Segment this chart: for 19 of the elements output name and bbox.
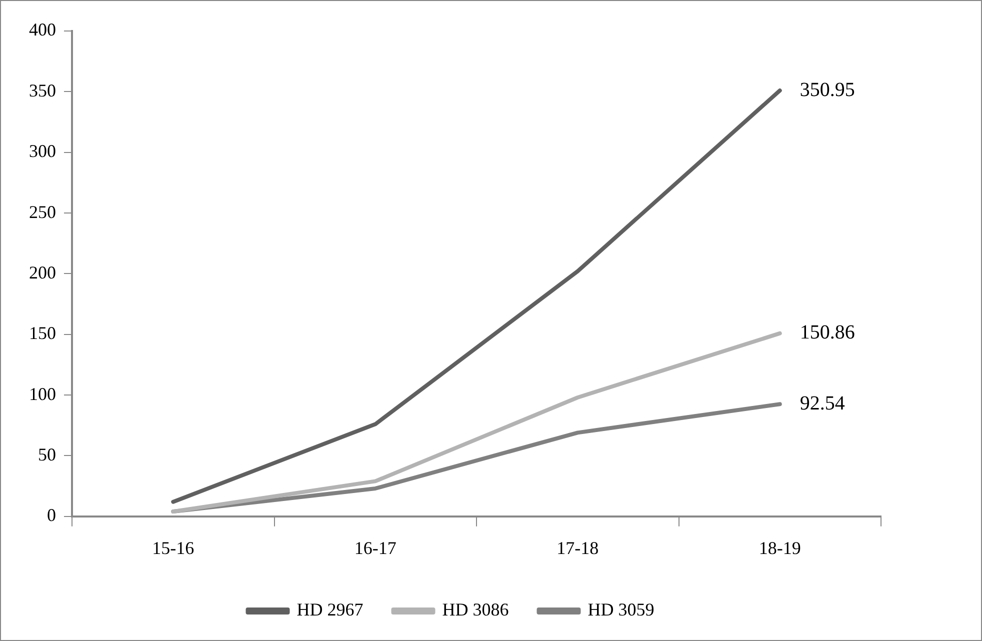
x-tick-label: 15-16: [152, 538, 194, 558]
y-tick-label: 150: [29, 323, 56, 344]
y-tick-label: 250: [29, 202, 56, 222]
y-tick-label: 0: [47, 505, 56, 526]
data-label: 350.95: [800, 78, 855, 101]
y-tick-label: 100: [29, 384, 56, 404]
y-tick-label: 200: [29, 262, 56, 282]
y-tick-label: 350: [29, 80, 56, 100]
legend-label: HD 2967: [296, 600, 364, 620]
x-tick-label: 16-17: [354, 538, 396, 558]
data-label: 150.86: [800, 322, 855, 344]
legend-label: HD 3059: [588, 600, 654, 620]
y-tick-label: 400: [29, 20, 56, 40]
data-label: 92.54: [800, 392, 845, 414]
x-tick-label: 18-19: [758, 538, 801, 558]
y-tick-label: 300: [29, 141, 56, 162]
y-tick-label: 50: [38, 444, 56, 464]
x-tick-label: 17-18: [556, 538, 599, 558]
legend-label: HD 3086: [442, 600, 509, 620]
